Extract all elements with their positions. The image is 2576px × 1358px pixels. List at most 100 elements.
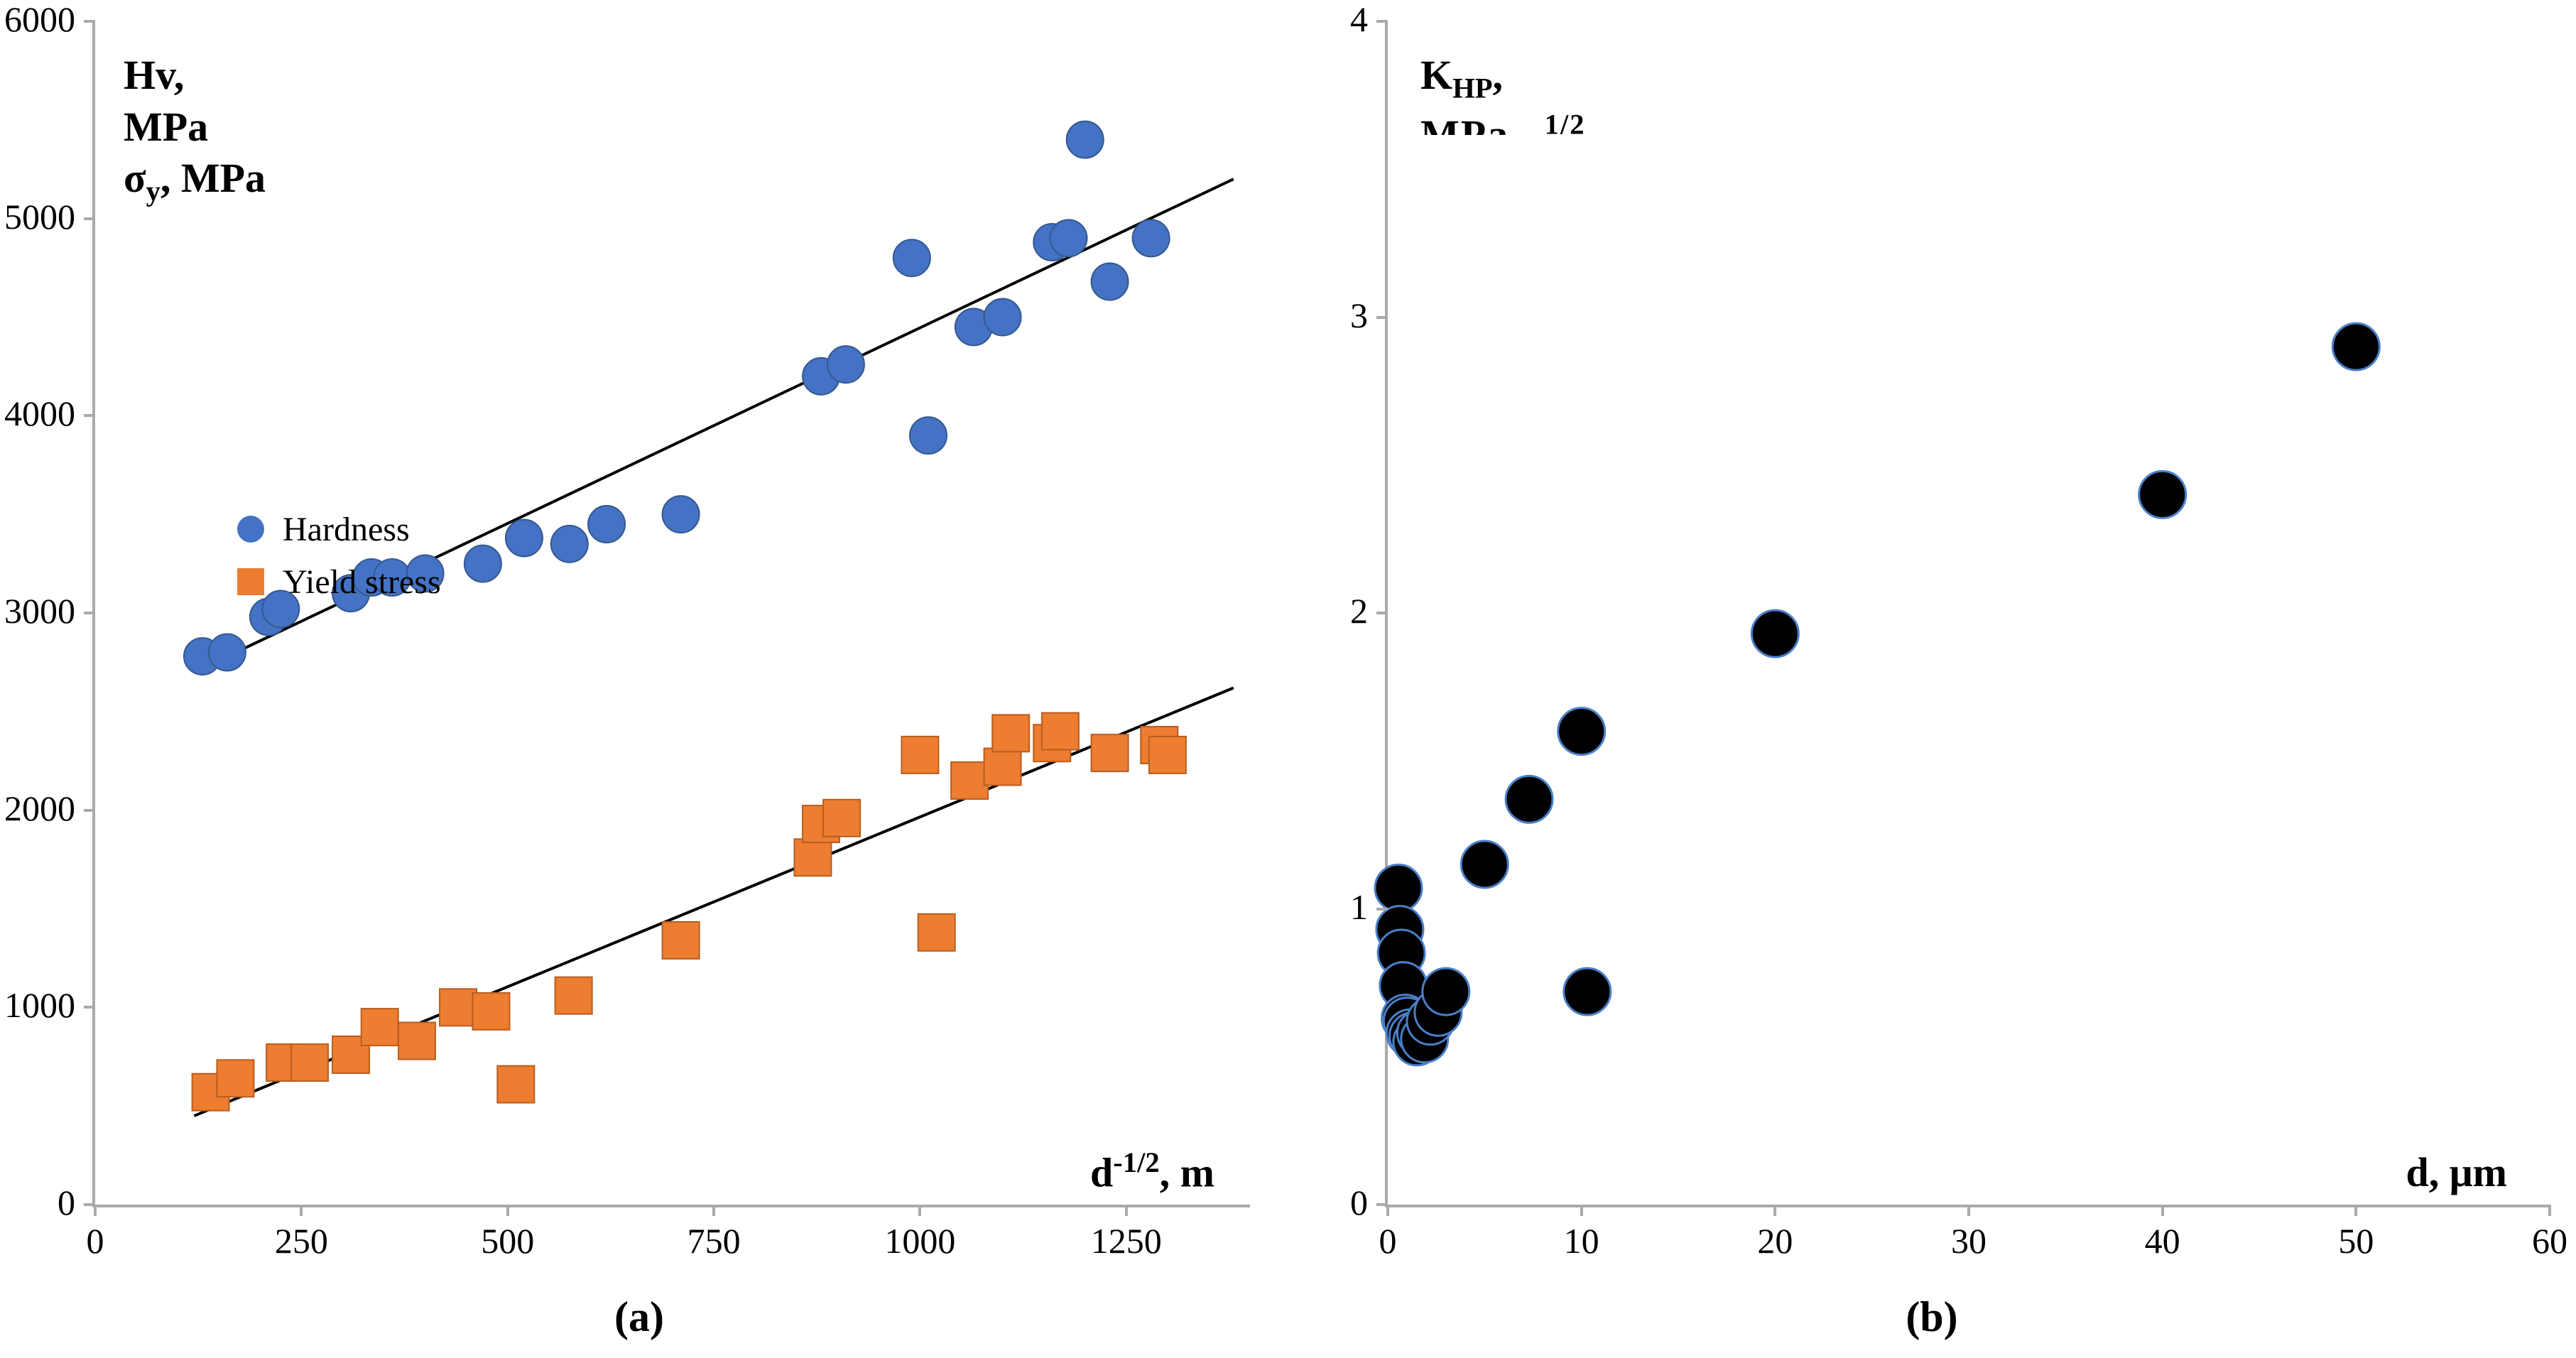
y-axis-title-b: KHP, MPa 1/2	[1420, 50, 1586, 135]
data-marker	[1149, 737, 1186, 773]
x-tick-label: 750	[657, 1220, 771, 1261]
x-tick	[2161, 1205, 2164, 1216]
data-marker	[209, 634, 246, 671]
x-tick-label: 1000	[863, 1220, 977, 1261]
y-tick	[84, 612, 95, 614]
y-tick-label: 3	[1226, 295, 1368, 336]
data-marker	[506, 519, 543, 556]
y-tick	[84, 414, 95, 417]
data-marker	[1423, 968, 1469, 1015]
x-tick-label: 20	[1718, 1220, 1832, 1261]
data-marker	[1133, 219, 1170, 256]
legend-swatch	[237, 568, 264, 595]
data-marker	[1558, 708, 1605, 755]
x-tick-label: 0	[1331, 1220, 1445, 1261]
x-tick-label: 0	[38, 1220, 152, 1261]
x-tick-label: 50	[2299, 1220, 2413, 1261]
legend-label: Yield stress	[283, 563, 441, 602]
x-tick	[94, 1205, 97, 1216]
subplot-label-a: (a)	[0, 1293, 1278, 1342]
data-marker	[2332, 323, 2379, 370]
data-marker	[1050, 219, 1087, 256]
x-tick	[1580, 1205, 1583, 1216]
x-axis-title-a: d-1/2, m	[1090, 1146, 1214, 1196]
x-tick-label: 500	[451, 1220, 565, 1261]
x-tick	[918, 1205, 921, 1216]
y-tick	[1376, 908, 1388, 911]
y-title-line1: Hv,	[124, 52, 184, 98]
y-tick-label: 1	[1226, 886, 1368, 928]
data-marker	[362, 1009, 398, 1045]
y-tick-label: 0	[1226, 1182, 1368, 1223]
page: Hv, MPa σy, MPa d-1/2, m Hardness Yield s…	[0, 0, 2576, 1358]
x-tick	[506, 1205, 509, 1216]
data-marker	[827, 346, 864, 383]
y-tick	[1376, 612, 1388, 614]
data-marker	[217, 1060, 254, 1097]
data-marker	[555, 977, 592, 1014]
y-tick-label: 5000	[0, 196, 75, 237]
data-marker	[1461, 841, 1508, 888]
x-tick	[300, 1205, 303, 1216]
data-marker	[1751, 610, 1798, 657]
data-marker	[910, 417, 947, 454]
chart-overlay-a	[95, 21, 1250, 1205]
x-tick	[712, 1205, 715, 1216]
x-tick-label: 10	[1525, 1220, 1638, 1261]
data-marker	[2139, 471, 2186, 518]
data-marker	[291, 1044, 328, 1081]
y-tick-label: 0	[0, 1182, 75, 1223]
data-marker	[1092, 264, 1129, 300]
y-tick-label: 2000	[0, 788, 75, 829]
data-marker	[663, 496, 700, 533]
y-title-line2: MPa	[124, 104, 208, 150]
data-marker	[588, 506, 625, 543]
y-tick-label: 6000	[0, 0, 75, 40]
y-tick	[84, 217, 95, 220]
plot-area-a: Hv, MPa σy, MPa d-1/2, m Hardness Yield s…	[92, 21, 1250, 1207]
data-marker	[918, 914, 955, 951]
data-marker	[1564, 968, 1611, 1015]
data-marker	[551, 526, 588, 563]
legend-label: Hardness	[283, 510, 410, 549]
y-tick	[1376, 20, 1388, 23]
subplot-label-b: (b)	[1293, 1293, 2571, 1342]
data-marker	[992, 715, 1029, 751]
plot-area-b: KHP, MPa 1/2 d, μm 012340102030405060	[1385, 21, 2550, 1207]
x-tick	[1773, 1205, 1776, 1216]
x-tick-label: 1250	[1070, 1220, 1183, 1261]
y-title-line3: σy, MPa	[124, 155, 266, 201]
x-axis-title-b: d, μm	[2406, 1148, 2507, 1196]
y-tick	[84, 20, 95, 23]
data-marker	[1506, 776, 1553, 822]
chart-overlay-b	[1388, 21, 2550, 1205]
y-tick	[1376, 316, 1388, 319]
y-tick-label: 2	[1226, 590, 1368, 631]
data-marker	[794, 839, 831, 876]
data-marker	[893, 239, 930, 276]
data-marker	[398, 1023, 435, 1060]
data-marker	[472, 993, 509, 1030]
data-marker	[663, 922, 700, 959]
data-marker	[1067, 121, 1104, 158]
data-marker	[951, 762, 988, 799]
x-tick	[1967, 1205, 1970, 1216]
data-marker	[823, 800, 860, 837]
data-marker	[1042, 713, 1079, 750]
legend-item: Yield stress	[237, 560, 441, 603]
x-tick-label: 30	[1912, 1220, 2026, 1261]
legend-a: Hardness Yield stress	[237, 508, 441, 613]
data-marker	[984, 749, 1021, 786]
y-tick	[84, 809, 95, 812]
x-tick	[1386, 1205, 1389, 1216]
legend-item: Hardness	[237, 508, 441, 550]
data-marker	[497, 1066, 534, 1103]
y-tick	[84, 1006, 95, 1009]
x-tick	[2354, 1205, 2357, 1216]
x-tick-label: 40	[2106, 1220, 2219, 1261]
x-tick-label: 250	[244, 1220, 358, 1261]
x-tick	[1125, 1205, 1128, 1216]
y-tick-label: 1000	[0, 984, 75, 1026]
data-marker	[440, 989, 477, 1026]
data-marker	[1092, 734, 1129, 771]
